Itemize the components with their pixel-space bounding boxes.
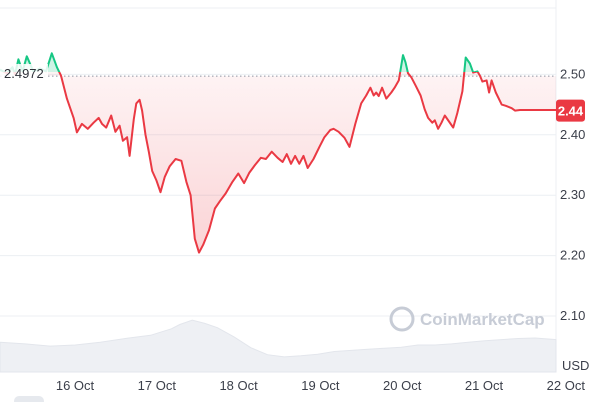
- y-axis: 2.10 2.20 2.30 2.40 2.50: [560, 66, 585, 323]
- coinmarketcap-logo-icon: [389, 306, 415, 332]
- price-line-below: [2, 72, 556, 254]
- x-tick-label: 19 Oct: [301, 378, 340, 393]
- reference-price-label-bg: [0, 64, 48, 82]
- watermark-text: CoinMarketCap: [420, 310, 545, 329]
- y-tick-label: 2.20: [560, 248, 585, 263]
- x-tick-label: 16 Oct: [56, 378, 95, 393]
- price-line: [0, 52, 556, 254]
- x-tick-label: 20 Oct: [383, 378, 422, 393]
- y-tick-label: 2.30: [560, 187, 585, 202]
- x-tick-label: 18 Oct: [219, 378, 258, 393]
- current-price-badge: [556, 99, 585, 122]
- range-selector-handle[interactable]: [14, 396, 44, 402]
- x-tick-label: 21 Oct: [465, 378, 504, 393]
- reference-price-label: 2.4972: [4, 66, 44, 81]
- volume-area-shape: [0, 319, 557, 373]
- volume-area: [0, 319, 557, 373]
- current-price-value: 2.44: [558, 104, 584, 119]
- x-tick-label: 17 Oct: [138, 378, 177, 393]
- y-tick-label: 2.40: [560, 127, 585, 142]
- y-tick-label: 2.10: [560, 308, 585, 323]
- y-tick-label: 2.50: [560, 66, 585, 81]
- x-tick-label: 22 Oct: [547, 378, 586, 393]
- x-axis: 16 Oct 17 Oct 18 Oct 19 Oct 20 Oct 21 Oct 22 O…: [56, 378, 585, 393]
- price-area-fill: [0, 53, 556, 253]
- coinmarketcap-watermark: CoinMarketCap: [389, 306, 545, 332]
- currency-unit-label: USD: [562, 358, 589, 373]
- below-reference-fill: [0, 72, 556, 253]
